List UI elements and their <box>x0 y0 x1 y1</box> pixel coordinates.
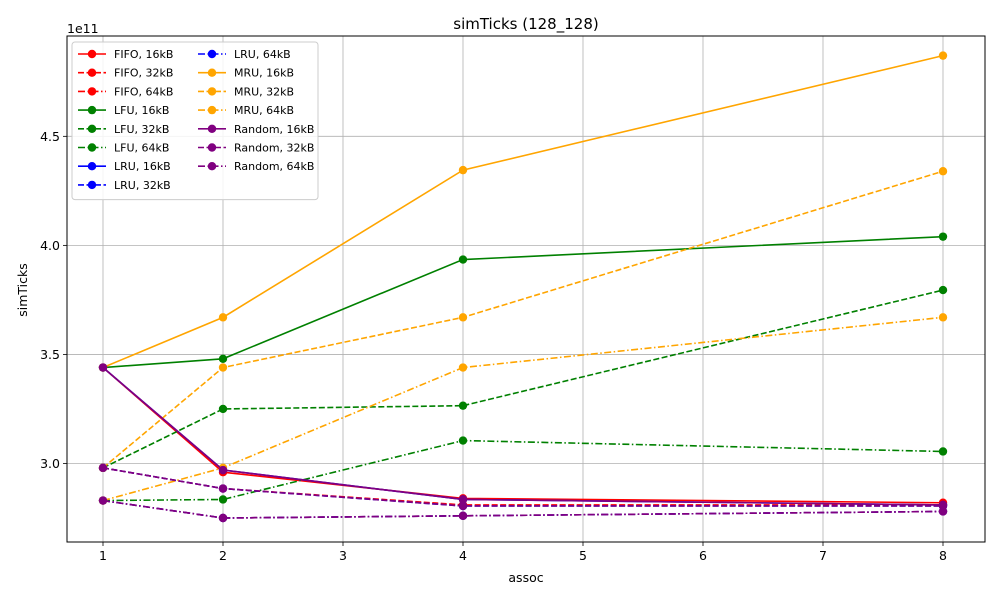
data-point-lfu-32kb <box>458 401 468 410</box>
y-tick-label: 4.5 <box>40 129 60 144</box>
legend-label-lru-64kb: LRU, 64kB <box>234 48 291 61</box>
data-point-mru-32kb <box>218 363 228 372</box>
x-tick-label: 6 <box>699 548 707 563</box>
legend-box <box>71 41 319 201</box>
legend-marker-fifo-64kb <box>87 87 97 96</box>
data-point-mru-64kb <box>458 363 468 372</box>
data-point-mru-32kb <box>458 313 468 322</box>
data-point-random-16kb <box>458 495 468 504</box>
data-point-lfu-32kb <box>938 285 948 295</box>
data-point-lfu-16kb <box>938 232 948 241</box>
legend-marker-mru-32kb <box>207 87 217 96</box>
data-point-random-64kb <box>218 513 228 523</box>
data-point-lfu-64kb <box>218 495 228 504</box>
data-point-lfu-16kb <box>218 354 228 363</box>
grid <box>67 36 985 542</box>
legend-marker-lfu-32kb <box>87 124 97 133</box>
legend-label-fifo-32kb: FIFO, 32kB <box>114 67 173 80</box>
data-point-lfu-64kb <box>458 436 468 445</box>
x-tick-label: 4 <box>459 548 467 563</box>
axes-frame <box>66 35 986 543</box>
series-line-lfu-32kb <box>102 289 944 469</box>
series-line-lfu-64kb <box>102 439 944 502</box>
series-line-mru-32kb <box>102 170 944 469</box>
series-line-mru-64kb <box>102 316 944 502</box>
legend-marker-random-32kb <box>207 143 217 152</box>
axis-ticks: 1 2 3 4 5 6 7 8 3.0 3.5 4.0 4.5 <box>40 129 947 563</box>
y-tick-label: 3.0 <box>40 456 60 471</box>
legend: FIFO, 16kB FIFO, 32kB FIFO, 64kB LFU, 16kB L… <box>71 41 319 201</box>
y-tick-label: 3.5 <box>40 347 60 362</box>
data-point-lfu-16kb <box>458 255 468 264</box>
series-line-random-16kb <box>102 366 944 506</box>
data-point-mru-16kb <box>218 313 228 322</box>
legend-marker-random-16kb <box>207 124 217 133</box>
legend-marker-lfu-64kb <box>87 143 97 152</box>
series-line-random-64kb <box>102 499 944 519</box>
legend-marker-lru-16kb <box>87 162 97 171</box>
legend-marker-mru-16kb <box>207 68 217 77</box>
legend-marker-lru-32kb <box>87 180 97 190</box>
data-point-mru-16kb <box>458 165 468 175</box>
legend-label-lfu-64kb: LFU, 64kB <box>114 142 169 155</box>
data-point-mru-64kb <box>938 313 948 322</box>
data-point-mru-16kb <box>938 51 948 60</box>
x-tick-label: 1 <box>99 548 107 563</box>
x-tick-label: 7 <box>819 548 827 563</box>
data-point-random-16kb <box>98 363 108 372</box>
chart-title: simTicks (128_128) <box>453 15 598 34</box>
series-lines <box>98 51 948 523</box>
data-point-random-16kb <box>218 465 228 475</box>
y-axis-label: simTicks <box>15 263 30 317</box>
data-point-random-64kb <box>98 496 108 505</box>
legend-marker-lru-64kb <box>207 49 217 59</box>
legend-label-lfu-16kb: LFU, 16kB <box>114 104 169 117</box>
legend-label-random-32kb: Random, 32kB <box>234 142 314 155</box>
data-point-lfu-64kb <box>938 447 948 456</box>
series-line-random-32kb <box>102 467 943 507</box>
legend-marker-fifo-32kb <box>87 68 97 77</box>
data-point-random-32kb <box>218 484 228 493</box>
legend-label-lru-16kb: LRU, 16kB <box>114 160 171 173</box>
legend-label-mru-16kb: MRU, 16kB <box>234 67 294 80</box>
data-point-random-32kb <box>98 463 108 473</box>
legend-label-random-64kb: Random, 64kB <box>234 160 314 173</box>
legend-label-mru-64kb: MRU, 64kB <box>234 104 294 117</box>
x-tick-label: 3 <box>339 548 347 563</box>
legend-marker-fifo-16kb <box>87 49 97 59</box>
data-point-random-64kb <box>458 511 468 521</box>
legend-label-mru-32kb: MRU, 32kB <box>234 85 294 98</box>
series-random-64kb <box>98 496 948 523</box>
legend-marker-lfu-16kb <box>87 105 97 115</box>
x-tick-label: 8 <box>939 548 947 563</box>
legend-label-lfu-32kb: LFU, 32kB <box>114 123 169 136</box>
data-point-lfu-32kb <box>218 404 228 414</box>
x-tick-label: 2 <box>219 548 227 563</box>
legend-marker-random-64kb <box>207 162 217 171</box>
legend-label-random-16kb: Random, 16kB <box>234 123 314 136</box>
legend-label-fifo-64kb: FIFO, 64kB <box>114 85 173 98</box>
data-point-random-32kb <box>458 501 468 511</box>
y-offset-label: 1e11 <box>67 21 99 36</box>
legend-label-lru-32kb: LRU, 32kB <box>114 179 171 192</box>
data-point-mru-32kb <box>938 167 948 176</box>
legend-label-fifo-16kb: FIFO, 16kB <box>114 48 173 61</box>
legend-marker-mru-64kb <box>207 105 217 115</box>
y-tick-label: 4.0 <box>40 238 60 253</box>
series-line-lfu-16kb <box>102 235 944 369</box>
series-line-mru-16kb <box>102 54 944 369</box>
x-tick-label: 5 <box>579 548 587 563</box>
data-point-random-64kb <box>938 507 948 516</box>
x-axis-label: assoc <box>508 570 543 585</box>
